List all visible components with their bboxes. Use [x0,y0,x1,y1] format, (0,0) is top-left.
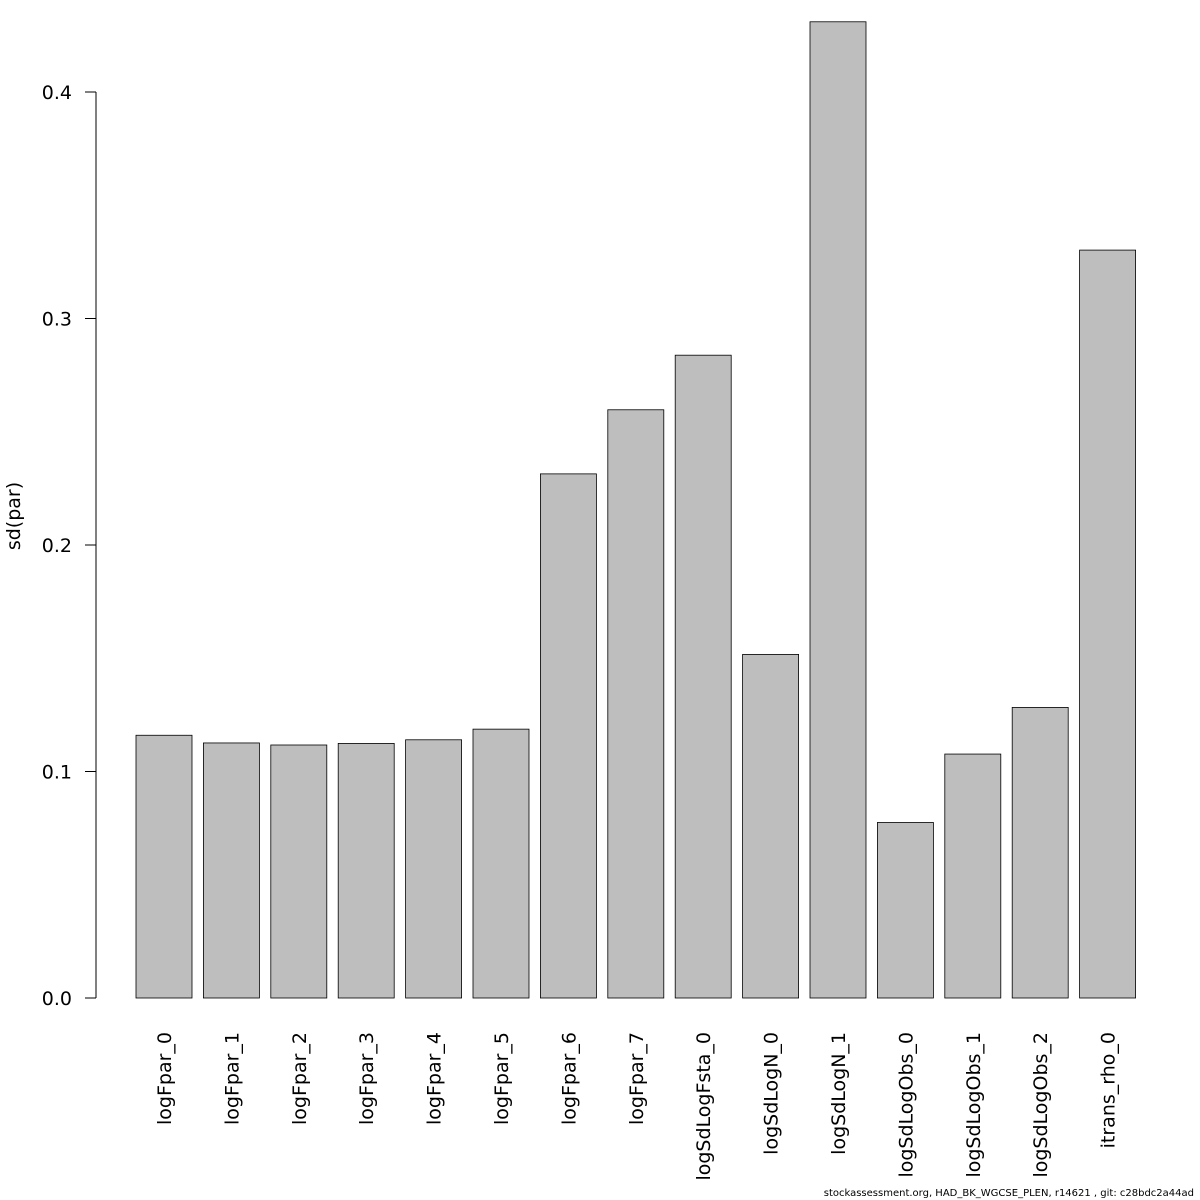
x-tick-label: logSdLogN_1 [828,1032,850,1155]
bar [1011,707,1069,999]
x-tick-label: logFpar_3 [356,1032,378,1125]
bar [270,744,328,999]
y-tick-label: 0.2 [42,535,72,557]
x-tick-label: logFpar_4 [424,1032,446,1125]
y-tick-label: 0.3 [42,309,72,331]
x-tick-label: logSdLogObs_0 [895,1032,917,1178]
x-tick-label: logSdLogFsta_0 [693,1032,715,1181]
bar [135,734,193,999]
bar [202,742,260,999]
x-tick-label: logFpar_2 [289,1032,311,1125]
x-tick-label: itrans_rho_0 [1098,1032,1120,1148]
bar [944,753,1002,999]
x-tick-label: logFpar_0 [154,1032,176,1125]
y-axis: 0.0 0.1 0.2 0.3 0.4 [42,82,97,1010]
bar [674,354,732,999]
bar [405,739,463,999]
footer-credit: stockassessment.org, HAD_BK_WGCSE_PLEN, … [823,1188,1194,1199]
x-tick-label: logFpar_6 [558,1032,580,1125]
y-tick-label: 0.0 [42,988,72,1010]
bar [877,822,934,999]
y-tick-label: 0.1 [42,762,72,784]
y-tick-label: 0.4 [42,82,72,104]
bar [337,743,395,999]
x-tick-label: logSdLogN_0 [761,1032,783,1155]
bar [472,728,530,999]
bar [809,21,867,999]
x-tick-label: logFpar_1 [221,1032,243,1125]
bar [1079,249,1136,999]
bar [607,409,665,999]
x-tick-label: logSdLogObs_1 [963,1032,985,1178]
x-tick-labels: logFpar_0 logFpar_1 logFpar_2 logFpar_3 logF… [154,1032,1120,1181]
x-tick-label: logSdLogObs_2 [1030,1032,1052,1178]
bar [540,473,597,999]
y-axis-label: sd(par) [3,482,25,550]
bars [135,21,1136,999]
x-tick-label: logFpar_7 [626,1032,648,1125]
x-tick-label: logFpar_5 [491,1032,513,1125]
bar [742,653,799,999]
